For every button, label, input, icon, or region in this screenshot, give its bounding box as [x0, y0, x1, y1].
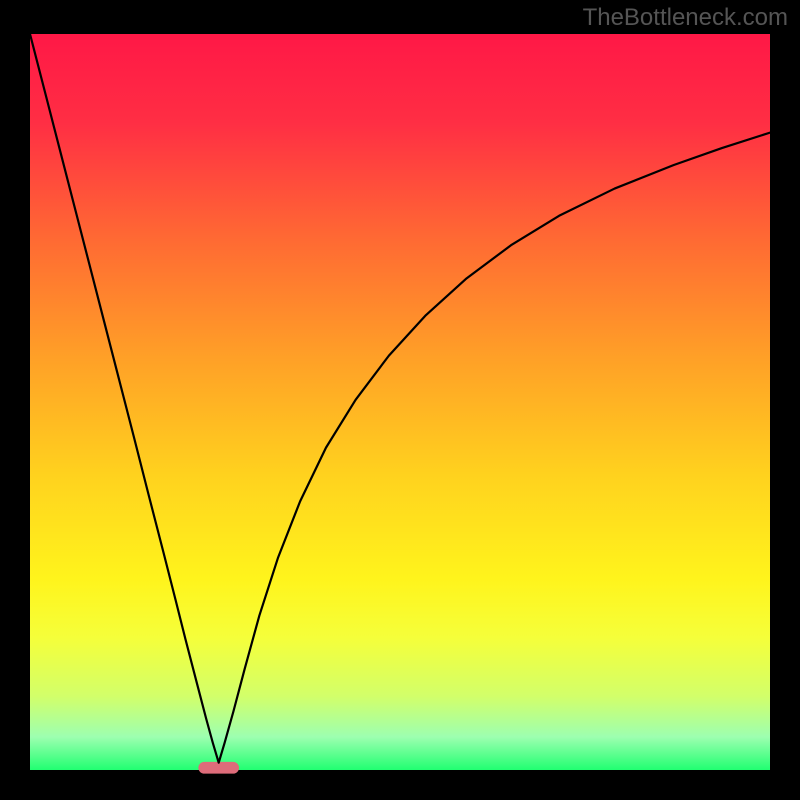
chart-svg: [0, 0, 800, 800]
chart-plot-area: [30, 34, 770, 770]
bottleneck-chart: TheBottleneck.com: [0, 0, 800, 800]
